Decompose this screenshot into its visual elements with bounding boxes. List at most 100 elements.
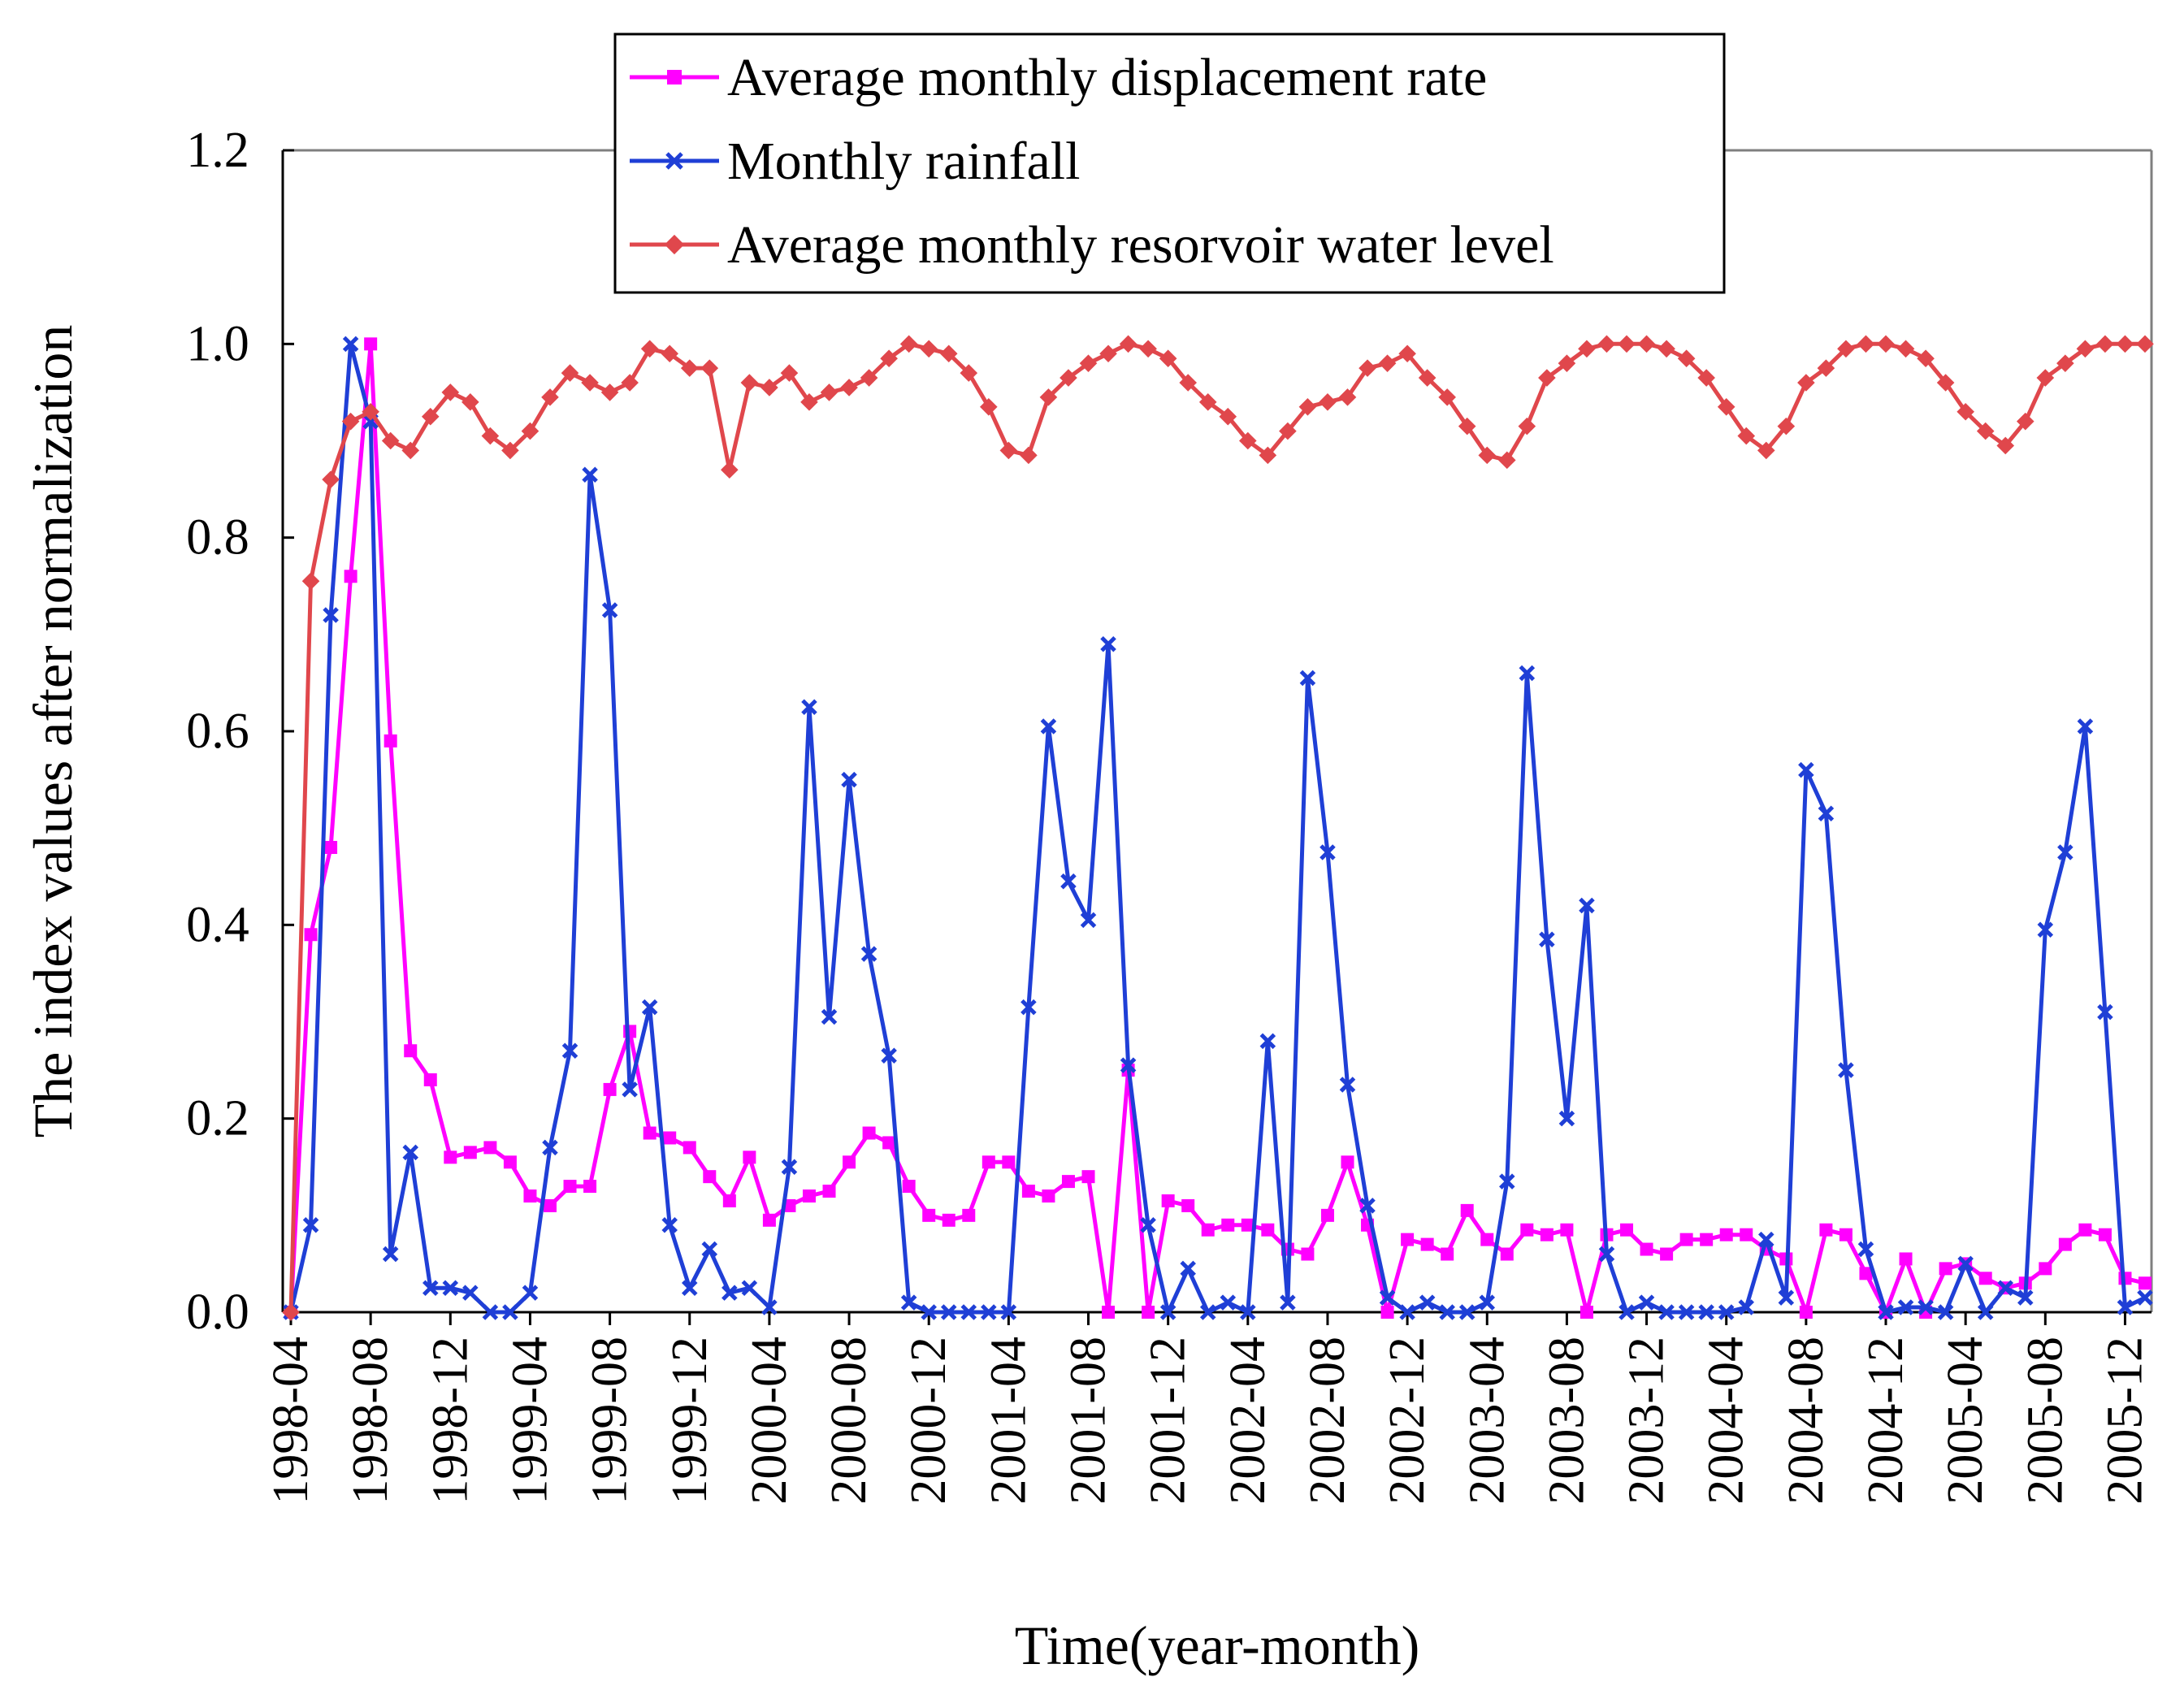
series-rainfall-point-76-stroke-b [1798, 761, 1814, 778]
series-rainfall-point-88 [2037, 921, 2054, 938]
series-water-level-point-81 [1896, 340, 1915, 358]
series-water-level-point-14 [561, 364, 579, 382]
series-displacement-point-7 [423, 1073, 437, 1086]
series-water-level-point-67 [1618, 335, 1636, 353]
series-rainfall-point-14-stroke-b [561, 1042, 578, 1060]
series-displacement-point-41 [1102, 1306, 1116, 1319]
series-displacement-point-39 [1061, 1175, 1075, 1189]
series-rainfall-point-11-stroke-b [502, 1304, 518, 1320]
series-rainfall-point-93-stroke-b [2137, 1289, 2153, 1306]
series-water-level-point-69 [1658, 340, 1675, 358]
series-rainfall-point-10-stroke-b [482, 1304, 499, 1320]
series-water-level-point-12 [521, 422, 540, 440]
series-water-level-point-51 [1298, 397, 1317, 416]
series-rainfall-point-86 [1997, 1280, 2014, 1296]
series-rainfall-point-70-stroke-b [1678, 1304, 1695, 1320]
series-rainfall-point-31 [900, 1294, 917, 1311]
series-displacement-point-44 [1161, 1194, 1175, 1207]
series-water-level-point-71 [1697, 369, 1715, 387]
series-rainfall-point-62 [1519, 665, 1536, 682]
series-rainfall-point-40 [1080, 912, 1097, 929]
series-rainfall-point-5 [382, 1246, 399, 1263]
series-displacement-point-62 [1520, 1223, 1534, 1237]
series-displacement-point-70 [1679, 1233, 1693, 1246]
series-rainfall-point-20 [681, 1280, 698, 1296]
series-rainfall-point-9-stroke-b [462, 1285, 479, 1301]
series-water-level-point-47 [1219, 407, 1237, 426]
series-water-level-point-1 [301, 572, 320, 591]
series-rainfall-point-64 [1558, 1110, 1575, 1127]
series-displacement-point-78 [1839, 1228, 1852, 1242]
series-rainfall-point-93 [2137, 1289, 2153, 1306]
y-tick-label-0: 0.0 [186, 1285, 249, 1340]
series-rainfall-point-20-stroke-b [681, 1280, 698, 1296]
series-displacement-point-27 [822, 1185, 836, 1198]
series-rainfall-point-54 [1359, 1198, 1376, 1214]
legend-box [613, 32, 1726, 294]
series-rainfall-point-37 [1020, 999, 1037, 1016]
x-tick-label-10: 2001-08 [1061, 1337, 1116, 1505]
x-tick-label-14: 2002-12 [1380, 1337, 1435, 1505]
series-rainfall-point-2-stroke-b [323, 607, 339, 623]
series-water-level-point-62 [1518, 417, 1536, 436]
series-displacement-point-43 [1142, 1306, 1155, 1319]
series-displacement-point-8 [444, 1150, 457, 1164]
series-rainfall-point-33 [940, 1304, 957, 1320]
series-rainfall-point-77 [1818, 805, 1835, 822]
series-displacement-point-65 [1580, 1306, 1593, 1319]
series-rainfall-point-60-stroke-b [1479, 1294, 1496, 1311]
series-displacement-point-46 [1201, 1223, 1215, 1237]
series-water-level-point-46 [1198, 393, 1217, 411]
series-rainfall-point-72-stroke-b [1718, 1304, 1735, 1320]
x-tick-label-8: 2000-12 [901, 1337, 956, 1505]
series-water-level-point-0 [282, 1303, 300, 1321]
series-displacement-point-45 [1181, 1198, 1195, 1212]
series-displacement-point-61 [1500, 1247, 1514, 1261]
series-rainfall-point-63 [1539, 931, 1555, 947]
series-rainfall-point-28 [841, 771, 857, 788]
series-rainfall-point-22 [722, 1285, 738, 1301]
series-water-level-point-64 [1558, 354, 1576, 372]
series-rainfall-point-22-stroke-b [722, 1285, 738, 1301]
series-rainfall-point-67 [1618, 1304, 1635, 1320]
series-water-level-point-9 [462, 393, 479, 411]
series-rainfall-point-12-stroke-b [522, 1285, 539, 1301]
series-displacement-point-19 [663, 1131, 677, 1145]
x-tick-label-7: 2000-08 [821, 1337, 877, 1505]
series-water-level-point-73 [1737, 427, 1756, 445]
series-rainfall-point-54-stroke-b [1359, 1198, 1376, 1214]
series-rainfall-point-8 [442, 1280, 459, 1296]
series-rainfall-point-34 [960, 1304, 977, 1320]
series-water-level-point-22 [721, 461, 739, 479]
x-axis-title: Time(year-month) [1015, 1614, 1419, 1676]
x-tick-label-19: 2004-08 [1779, 1337, 1834, 1505]
series-rainfall-point-63-stroke-b [1539, 931, 1555, 947]
series-rainfall-point-74 [1758, 1231, 1774, 1248]
series-water-level-point-21 [700, 359, 719, 377]
series-rainfall-point-34-stroke-b [960, 1304, 977, 1320]
series-rainfall-point-30-stroke-b [881, 1047, 897, 1064]
series-displacement-point-64 [1560, 1223, 1574, 1237]
series-rainfall-point-76 [1798, 761, 1814, 778]
series-rainfall-point-29-stroke-b [860, 946, 878, 962]
series-water-level-point-45 [1179, 374, 1197, 392]
series-rainfall-point-9 [462, 1285, 479, 1301]
series-displacement-point-18 [643, 1126, 656, 1140]
series-rainfall-point-3-stroke-b [342, 336, 359, 353]
series-rainfall-point-19-stroke-b [661, 1216, 678, 1233]
series-rainfall-point-52-stroke-b [1320, 844, 1336, 860]
series-water-level-point-36 [999, 441, 1018, 460]
series-rainfall-point-25-stroke-b [781, 1159, 798, 1176]
series-rainfall-point-78-stroke-b [1838, 1062, 1854, 1078]
series-rainfall-point-47 [1220, 1294, 1237, 1311]
series-rainfall-point-82 [1918, 1299, 1934, 1315]
series-displacement-point-12 [523, 1190, 537, 1202]
series-water-level-point-84 [1956, 402, 1974, 421]
series-water-level-point-16 [600, 384, 619, 401]
series-rainfall-point-14 [561, 1042, 578, 1060]
series-water-level-point-76 [1797, 374, 1815, 392]
series-displacement-point-30 [882, 1136, 896, 1150]
series-water-level-point-89 [2056, 354, 2074, 372]
series-rainfall-point-16 [601, 602, 618, 618]
series-displacement-point-10 [483, 1141, 497, 1155]
